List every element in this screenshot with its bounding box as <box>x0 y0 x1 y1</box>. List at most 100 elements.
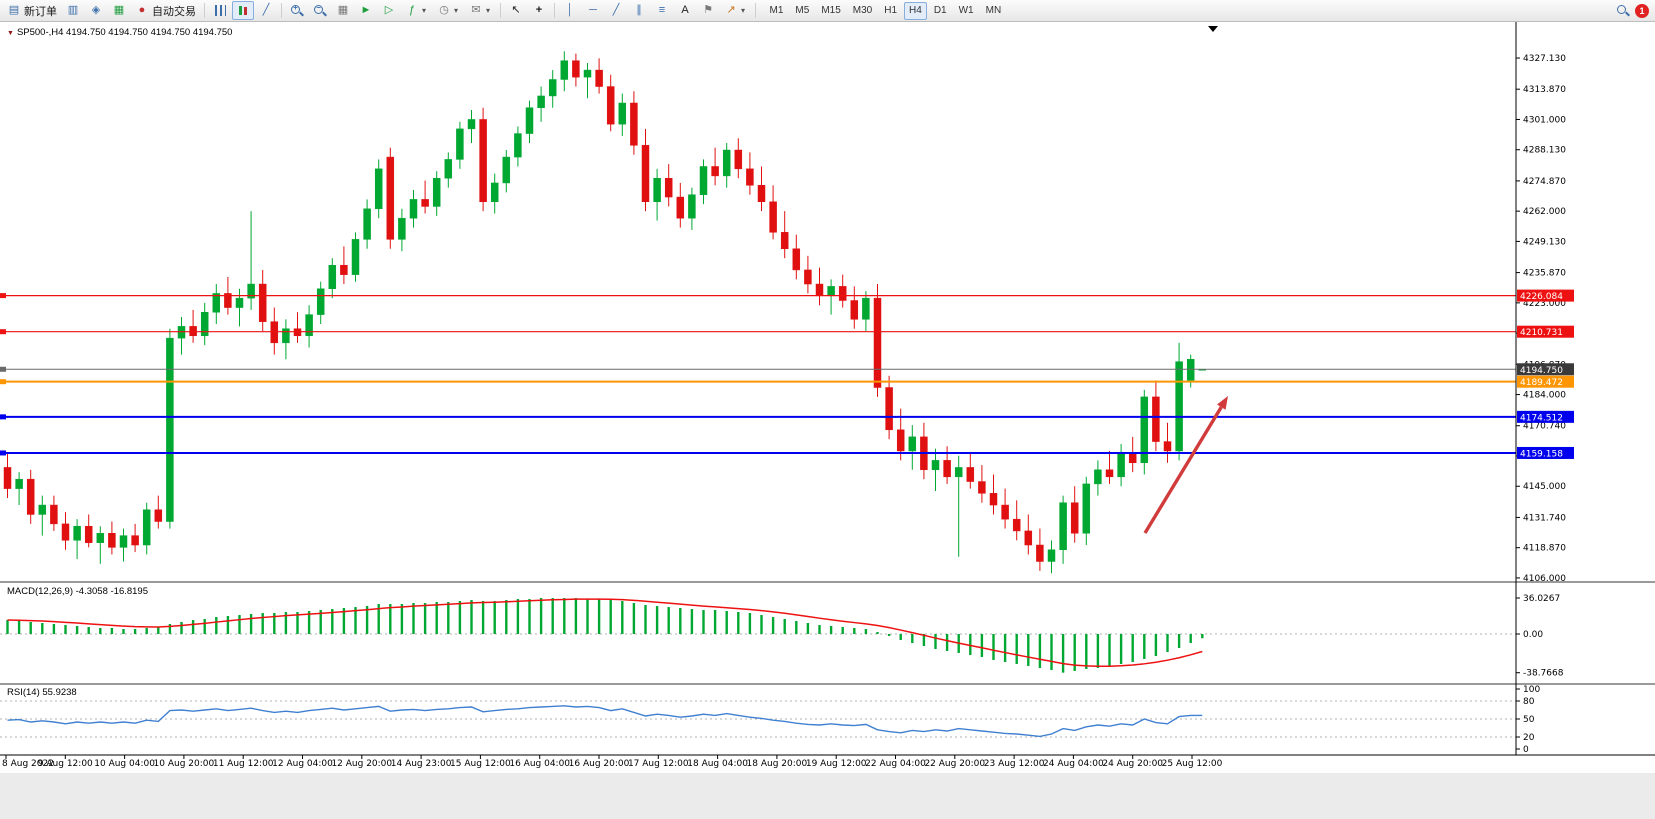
timeframe-h1[interactable]: H1 <box>884 5 898 16</box>
svg-text:22 Aug 04:00: 22 Aug 04:00 <box>865 759 926 769</box>
svg-text:50: 50 <box>1523 715 1535 725</box>
level-left-marker <box>0 366 6 372</box>
text-tool-icon: A <box>681 4 689 16</box>
chart-shift-marker[interactable] <box>1208 26 1218 32</box>
svg-text:4288.130: 4288.130 <box>1523 146 1566 156</box>
timeframe-h4[interactable]: H4 <box>903 1 928 20</box>
macd-histogram <box>6 598 1204 673</box>
text-tool-button[interactable]: A <box>674 1 696 20</box>
svg-text:11 Aug 12:00: 11 Aug 12:00 <box>213 759 274 769</box>
market-watch-button[interactable]: ▥ <box>62 1 84 20</box>
zoom-in-button[interactable]: + <box>286 1 308 20</box>
svg-text:4159.158: 4159.158 <box>1520 449 1563 459</box>
fibonacci-button[interactable]: ≡ <box>651 1 673 20</box>
line-chart-button[interactable]: ╱ <box>255 1 277 20</box>
svg-text:4170.740: 4170.740 <box>1523 422 1566 432</box>
notification-badge[interactable]: 1 <box>1635 3 1649 18</box>
macd-label: MACD(12,26,9) -4.3058 -16.8195 <box>7 586 148 597</box>
toolbar-separator <box>500 3 501 18</box>
bar-chart-icon <box>213 4 227 18</box>
caret-down-icon: ▾ <box>453 5 458 15</box>
svg-text:4184.000: 4184.000 <box>1523 391 1566 401</box>
candlestick-chart-button[interactable] <box>232 1 254 20</box>
svg-text:16 Aug 04:00: 16 Aug 04:00 <box>509 759 570 769</box>
toolbar-separator <box>281 3 282 18</box>
templates-button[interactable]: ✉ ▾ <box>465 1 496 20</box>
window-bottom-strip <box>0 773 1655 819</box>
svg-text:12 Aug 04:00: 12 Aug 04:00 <box>272 759 333 769</box>
svg-text:4131.740: 4131.740 <box>1523 513 1566 523</box>
terminal-icon: ▦ <box>113 4 125 16</box>
auto-trading-button[interactable]: ● 自动交易 <box>131 1 200 20</box>
channel-icon: ∥ <box>636 4 642 16</box>
channel-button[interactable]: ∥ <box>628 1 650 20</box>
svg-text:14 Aug 23:00: 14 Aug 23:00 <box>391 759 452 769</box>
horizontal-line-icon: ─ <box>589 4 597 16</box>
rsi-axis[interactable]: 100 80 50 20 0 <box>1516 685 1540 755</box>
bar-chart-button[interactable] <box>209 1 231 20</box>
price-tag <box>1517 446 1574 459</box>
svg-text:8 Aug 2022: 8 Aug 2022 <box>2 759 54 769</box>
label-tool-icon: ⚑ <box>703 4 713 16</box>
indicators-button[interactable]: ƒ ▾ <box>401 1 432 20</box>
svg-text:19 Aug 12:00: 19 Aug 12:00 <box>806 759 867 769</box>
new-order-icon: ▤ <box>8 4 20 16</box>
cursor-icon: ↖ <box>511 4 521 16</box>
cursor-button[interactable]: ↖ <box>505 1 527 20</box>
search-button[interactable] <box>1612 1 1634 20</box>
svg-text:4235.870: 4235.870 <box>1523 269 1566 279</box>
arrows-tool-button[interactable]: ↗ ▾ <box>720 1 751 20</box>
terminal-button[interactable]: ▦ <box>108 1 130 20</box>
horizontal-line-button[interactable]: ─ <box>582 1 604 20</box>
trend-arrow[interactable] <box>1143 406 1223 534</box>
timeframe-d1[interactable]: D1 <box>933 5 947 16</box>
timeframe-m5[interactable]: M5 <box>795 5 810 16</box>
timeframe-w1[interactable]: W1 <box>958 5 974 16</box>
vertical-line-button[interactable]: │ <box>559 1 581 20</box>
caret-down-icon: ▾ <box>421 5 426 15</box>
new-order-button[interactable]: ▤ 新订单 <box>3 1 61 20</box>
level-left-marker <box>0 379 6 385</box>
periods-button[interactable]: ◷ ▾ <box>433 1 464 20</box>
svg-text:4118.870: 4118.870 <box>1523 544 1566 554</box>
svg-text:4223.000: 4223.000 <box>1523 299 1566 309</box>
svg-text:22 Aug 20:00: 22 Aug 20:00 <box>924 759 985 769</box>
macd-signal-line <box>7 598 1203 668</box>
svg-text:4327.130: 4327.130 <box>1523 54 1566 64</box>
caret-down-icon: ▾ <box>740 5 745 15</box>
timeframe-m30[interactable]: M30 <box>852 5 873 16</box>
symbol-marker-icon: ▼ <box>7 30 14 37</box>
svg-text:17 Aug 12:00: 17 Aug 12:00 <box>628 759 689 769</box>
indicators-icon: ƒ <box>408 4 416 16</box>
tile-windows-button[interactable]: ▦ <box>332 1 354 20</box>
chart-shift-icon: ▷ <box>384 4 394 16</box>
svg-text:10 Aug 20:00: 10 Aug 20:00 <box>154 759 215 769</box>
zoom-out-button[interactable]: − <box>309 1 331 20</box>
macd-axis[interactable]: 36.0267 0.00 -38.7668 <box>1516 594 1564 679</box>
navigator-icon: ◈ <box>91 4 101 16</box>
level-left-marker <box>0 450 6 456</box>
toolbar-separator <box>755 3 756 18</box>
vertical-line-icon: │ <box>566 4 574 16</box>
svg-text:4313.870: 4313.870 <box>1523 85 1566 95</box>
label-tool-button[interactable]: ⚑ <box>697 1 719 20</box>
timeframe-m1[interactable]: M1 <box>769 5 784 16</box>
timeframe-toolbar: M1 M5 M15 M30 H1 H4 D1 W1 MN <box>764 1 1007 20</box>
crosshair-button[interactable]: + <box>528 1 550 20</box>
line-chart-icon: ╱ <box>262 4 270 16</box>
navigator-button[interactable]: ◈ <box>85 1 107 20</box>
svg-text:4189.472: 4189.472 <box>1520 378 1563 388</box>
crosshair-icon: + <box>535 4 543 16</box>
auto-scroll-button[interactable]: ► <box>355 1 377 20</box>
trendline-button[interactable]: ╱ <box>605 1 627 20</box>
timeframe-mn[interactable]: MN <box>985 5 1002 16</box>
chart-title-text: SP500-,H4 4194.750 4194.750 4194.750 419… <box>16 27 233 38</box>
timeframe-m15[interactable]: M15 <box>821 5 841 16</box>
trend-arrow-head <box>1216 396 1228 410</box>
svg-text:25 Aug 12:00: 25 Aug 12:00 <box>1162 759 1223 769</box>
chart-shift-button[interactable]: ▷ <box>378 1 400 20</box>
svg-text:18 Aug 20:00: 18 Aug 20:00 <box>747 759 808 769</box>
price-tag <box>1517 363 1574 376</box>
